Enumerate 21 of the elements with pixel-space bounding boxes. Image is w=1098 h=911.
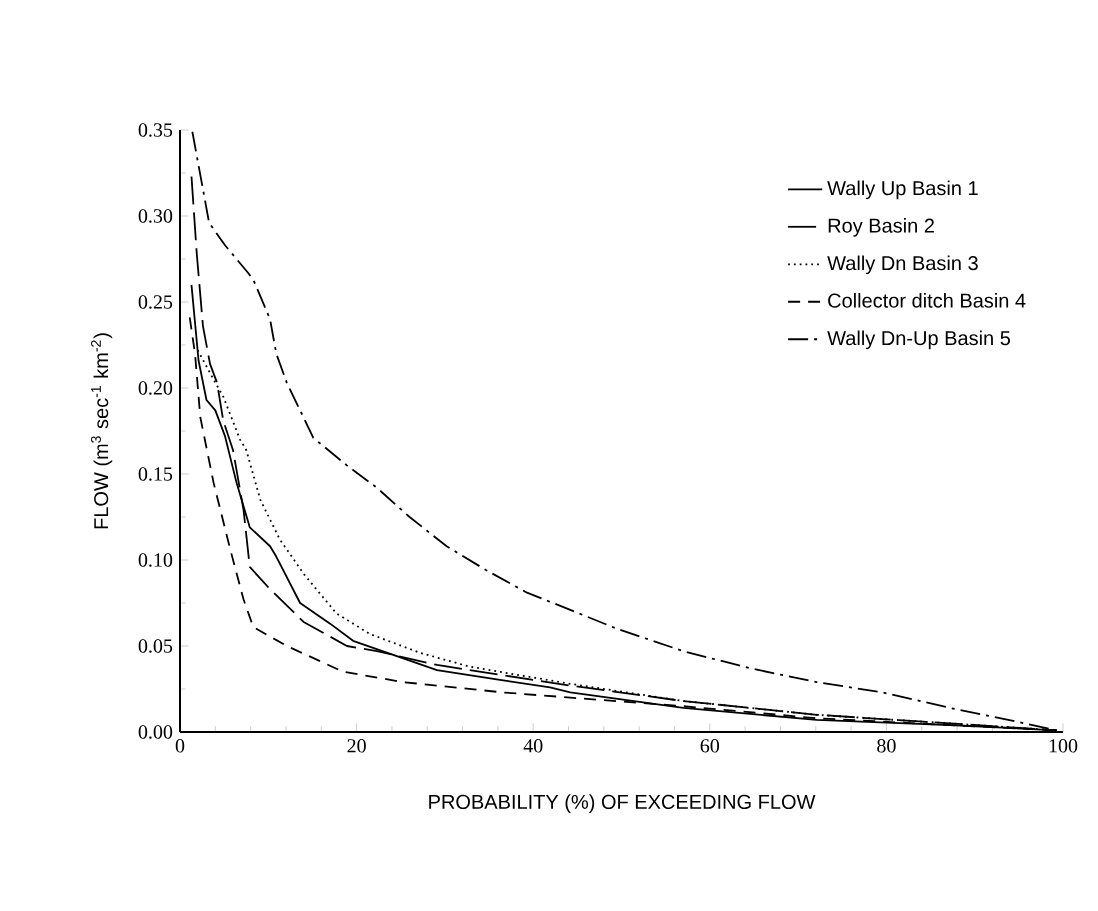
legend-label: Wally Dn Basin 3 — [827, 255, 978, 275]
y-tick-label: 0.15 — [138, 467, 173, 481]
x-tick-label: 20 — [347, 739, 366, 753]
legend-label: Collector ditch Basin 4 — [828, 293, 1026, 308]
x-tick-label: 80 — [877, 739, 896, 753]
x-tick-label: 60 — [700, 739, 720, 753]
y-tick-label: 0.25 — [138, 295, 173, 309]
y-tick-label: 0.35 — [138, 123, 173, 137]
x-tick-label: 40 — [523, 739, 543, 753]
legend-label: Wally Dn-Up Basin 5 — [827, 330, 1011, 350]
y-tick-label: 0.20 — [138, 381, 173, 395]
y-tick-label: 0.10 — [138, 553, 173, 567]
legend-label: Roy Basin 2 — [828, 218, 934, 237]
legend-label: Wally Up Basin 1 — [827, 180, 978, 200]
x-tick-label: 0 — [175, 739, 185, 753]
y-tick-label: 0.30 — [138, 209, 173, 223]
y-tick-label: 0.05 — [138, 639, 173, 653]
x-axis-title: PROBABILITY (%) OF EXCEEDING FLOW — [429, 794, 816, 813]
x-tick-label: 100 — [1049, 739, 1078, 753]
y-tick-label: 0.00 — [138, 725, 173, 739]
y-axis-title: FLOW (m$^{3}$ sec$^{-1}$ km$^{-2}$) — [91, 333, 113, 529]
